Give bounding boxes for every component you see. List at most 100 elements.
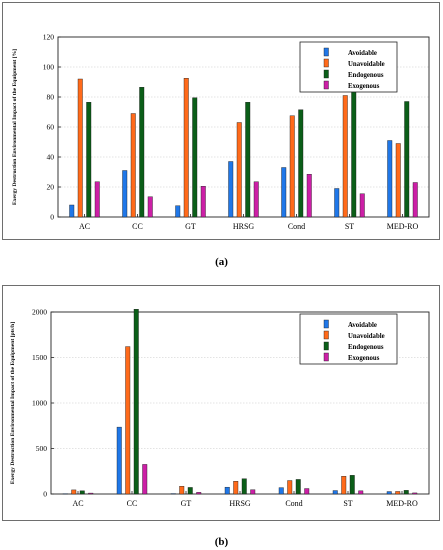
bar-exogenous-hrsg — [253, 181, 259, 218]
bar-avoidable-cc — [122, 170, 128, 218]
bar-avoidable-cond — [281, 167, 287, 218]
bar-avoidable-ac — [62, 493, 68, 495]
bar-endogenous-st — [349, 475, 355, 495]
bar-endogenous-gt — [192, 97, 198, 218]
x-tick-label: AC — [72, 499, 83, 508]
bar-avoidable-gt — [175, 205, 181, 218]
legend-swatch — [323, 352, 329, 362]
y-tick-label: 100 — [43, 63, 55, 72]
y-tick-label: 0 — [43, 490, 47, 499]
x-tick-label: CC — [132, 222, 143, 231]
legend-box — [299, 313, 398, 365]
chart-b-svg: 0 500 1000 1500 2000 Exergy Destruction Envir… — [10, 308, 430, 508]
x-tick-label: ST — [343, 499, 352, 508]
bar-endogenous-cond — [298, 109, 304, 218]
bar-avoidable-gt — [170, 493, 176, 495]
y-tick-label: 0 — [50, 213, 54, 222]
bar-endogenous-hrsg — [241, 478, 247, 495]
chart-panel-a: 0 20 40 60 80 100 120 Exergy Destruction Enviro… — [2, 2, 440, 240]
bar-unavoidable-hrsg — [236, 122, 242, 218]
bar-endogenous-med-ro — [403, 490, 409, 495]
bar-unavoidable-cc — [130, 113, 136, 218]
legend-swatch — [323, 58, 329, 68]
legend-label: Endogenous — [348, 72, 384, 79]
x-tick-label: Cond — [285, 499, 302, 508]
legend-swatch — [323, 341, 329, 351]
y-axis-label: Exergy Destruction Environmental Impact … — [12, 49, 18, 205]
bar-endogenous-ac — [79, 490, 85, 495]
bar-unavoidable-gt — [183, 78, 189, 218]
bar-unavoidable-med-ro — [395, 491, 401, 495]
x-tick-label: Cond — [288, 222, 305, 231]
y-axis-label: Exergy Destruction Environmental Impact … — [10, 322, 16, 484]
x-tick-label: CC — [127, 499, 138, 508]
bar-exogenous-med-ro — [412, 182, 418, 218]
legend-swatch — [323, 69, 329, 79]
x-tick-label: ST — [345, 222, 354, 231]
bar-avoidable-med-ro — [386, 491, 392, 495]
y-tick-label: 500 — [36, 444, 48, 453]
y-tick-label: 60 — [47, 123, 55, 132]
y-tick-label: 80 — [47, 93, 55, 102]
chart-a-svg: 0 20 40 60 80 100 120 Exergy Destruction Enviro… — [12, 33, 430, 231]
bar-exogenous-st — [359, 193, 365, 218]
bar-exogenous-cond — [304, 488, 310, 495]
bar-unavoidable-cond — [287, 480, 293, 495]
bar-avoidable-med-ro — [387, 140, 393, 218]
bar-exogenous-med-ro — [412, 492, 418, 495]
legend-label: Unavoidable — [348, 61, 385, 68]
x-tick-label: GT — [181, 499, 192, 508]
bar-unavoidable-cond — [289, 115, 295, 218]
bar-endogenous-gt — [187, 487, 193, 495]
x-tick-label: HRSG — [233, 222, 255, 231]
bar-avoidable-hrsg — [224, 486, 230, 495]
legend-label: Avoidable — [348, 50, 377, 57]
legend-swatch — [323, 330, 329, 340]
bar-endogenous-cond — [295, 479, 301, 495]
y-tick-label: 1000 — [32, 399, 47, 408]
bar-exogenous-gt — [196, 492, 202, 495]
bar-endogenous-cc — [133, 309, 139, 495]
bar-endogenous-med-ro — [404, 101, 410, 218]
bar-unavoidable-st — [341, 476, 347, 495]
bar-exogenous-cc — [142, 464, 148, 495]
bar-exogenous-ac — [88, 492, 94, 495]
legend-swatch — [323, 47, 329, 57]
legend-label: Unavoidable — [348, 333, 385, 340]
y-tick-label: 20 — [47, 183, 55, 192]
chart-a-caption: (a) — [215, 256, 228, 268]
legend-label: Avoidable — [348, 322, 377, 329]
bar-exogenous-st — [358, 490, 364, 495]
bar-unavoidable-ac — [77, 78, 83, 218]
chart-panel-b: 0 500 1000 1500 2000 Exergy Destruction Envir… — [2, 285, 440, 521]
bar-avoidable-hrsg — [228, 161, 234, 218]
bar-endogenous-ac — [86, 102, 92, 218]
legend-label: Endogenous — [348, 344, 384, 351]
bar-endogenous-hrsg — [245, 102, 251, 218]
x-tick-label: GT — [185, 222, 196, 231]
bar-exogenous-gt — [200, 186, 206, 218]
legend-box — [299, 41, 398, 93]
bar-exogenous-hrsg — [250, 489, 256, 495]
y-tick-label: 120 — [43, 33, 55, 42]
chart-b-caption: (b) — [214, 536, 229, 548]
x-tick-label: AC — [79, 222, 90, 231]
bar-exogenous-cc — [147, 196, 153, 218]
y-tick-label: 2000 — [32, 308, 47, 317]
bar-exogenous-cond — [306, 174, 312, 218]
bar-unavoidable-ac — [71, 489, 77, 495]
legend-label: Exogenous — [348, 83, 380, 90]
bar-avoidable-st — [334, 188, 340, 218]
bar-avoidable-cc — [116, 426, 122, 495]
legend-swatch — [323, 80, 329, 90]
legend-swatch — [323, 319, 329, 329]
bar-endogenous-st — [351, 89, 357, 218]
bar-unavoidable-hrsg — [233, 481, 239, 495]
bar-avoidable-ac — [69, 204, 75, 218]
x-tick-label: MED-RO — [386, 499, 418, 508]
bar-avoidable-st — [332, 490, 338, 495]
bar-unavoidable-med-ro — [395, 143, 401, 218]
bar-unavoidable-gt — [179, 486, 185, 495]
x-tick-label: MED-RO — [387, 222, 419, 231]
y-tick-label: 40 — [47, 153, 55, 162]
